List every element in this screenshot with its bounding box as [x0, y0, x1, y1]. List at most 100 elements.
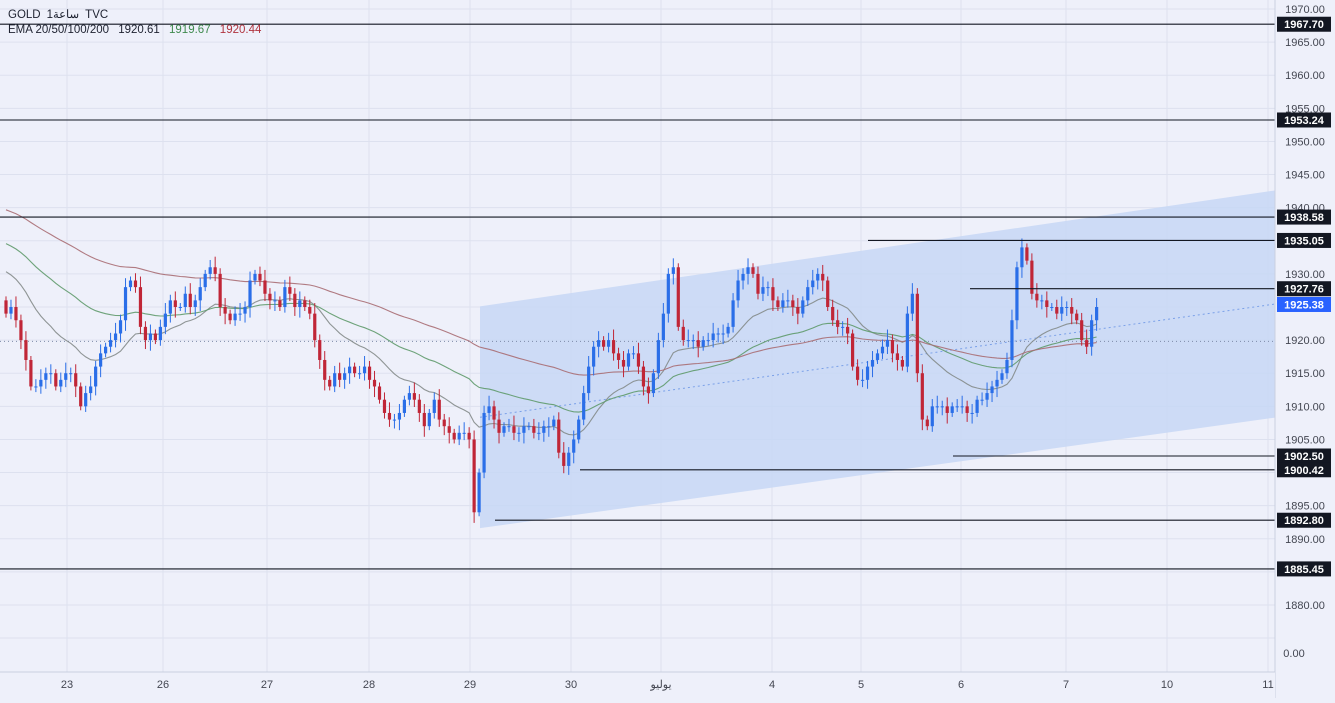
price-tick-label: 1880.00: [1285, 600, 1325, 612]
price-tick-label: 1965.00: [1285, 37, 1325, 49]
candle-body: [846, 326, 850, 334]
price-tick-label: 1915.00: [1285, 368, 1325, 380]
candle-body: [228, 313, 232, 321]
candle: [930, 399, 934, 432]
candle: [975, 395, 979, 417]
candle: [691, 334, 695, 350]
candle: [970, 404, 974, 424]
candle-body: [1090, 320, 1094, 347]
candle: [123, 278, 128, 331]
candle: [636, 342, 641, 374]
candle: [1000, 369, 1004, 384]
candle-body: [447, 426, 451, 433]
candle: [452, 428, 456, 444]
candle-body: [148, 333, 153, 341]
candle-body: [666, 273, 670, 314]
candle: [348, 357, 352, 384]
candle: [163, 303, 167, 335]
candle-body: [492, 406, 496, 420]
candle: [397, 404, 402, 431]
candle: [54, 369, 58, 391]
candle-body: [437, 399, 441, 420]
time-tick-label: 30: [565, 679, 577, 691]
candle: [437, 389, 441, 427]
candle: [522, 417, 526, 444]
candle-body: [108, 340, 113, 347]
candle: [512, 415, 516, 441]
candle: [567, 447, 571, 475]
candle-body: [676, 267, 680, 327]
ema-value-2: 1919.67: [169, 24, 211, 36]
candle: [99, 344, 103, 378]
candle-body: [816, 273, 820, 281]
candle: [895, 344, 900, 371]
candle-body: [54, 373, 58, 387]
candle-body: [323, 359, 327, 380]
level-label-bg: [1277, 16, 1331, 32]
price-tick-label: 0.00: [1283, 648, 1304, 660]
candle: [552, 415, 556, 431]
candle: [4, 296, 8, 318]
level-label-bg: [1277, 112, 1331, 128]
candle-body: [726, 326, 730, 334]
time-tick-label: يوليو: [649, 679, 671, 691]
candle-body: [462, 432, 466, 434]
level-label: 1938.58: [1284, 212, 1324, 224]
candle-body: [19, 320, 23, 341]
candle: [616, 347, 621, 369]
candle-body: [562, 452, 566, 466]
candle-body: [407, 393, 411, 400]
time-tick-label: 26: [157, 679, 169, 691]
candle: [731, 293, 735, 333]
candle: [870, 351, 875, 378]
candle-body: [895, 353, 900, 360]
candle: [24, 331, 28, 371]
candle-body: [243, 307, 247, 314]
candle-body: [577, 419, 581, 440]
candle-body: [925, 419, 929, 427]
candle-body: [487, 406, 491, 413]
candle: [472, 430, 476, 523]
candle-body: [273, 300, 277, 302]
candle-body: [507, 426, 511, 428]
candle-body: [851, 333, 855, 367]
candle-body: [1020, 247, 1024, 268]
candle: [402, 395, 406, 417]
candle-body: [711, 333, 715, 341]
candle: [263, 269, 267, 302]
candle: [562, 442, 566, 474]
candle: [223, 298, 227, 325]
candle: [925, 415, 929, 431]
candle-body: [806, 287, 810, 301]
candle: [323, 351, 327, 391]
candle: [432, 392, 436, 419]
candle: [537, 422, 541, 441]
candle: [507, 418, 511, 432]
candle: [606, 332, 611, 353]
candle-body: [1075, 313, 1079, 321]
chart-legend: GOLD 1ساعة TVC EMA 20/50/100/200 1920.61 1…: [8, 8, 267, 38]
candle: [118, 314, 123, 343]
ema-value-3: 1920.44: [219, 24, 262, 36]
level-label: 1900.42: [1284, 465, 1324, 477]
candle: [666, 268, 670, 323]
candle-body: [716, 333, 720, 335]
level-label-bg: [1277, 561, 1331, 577]
candle-body: [537, 432, 541, 434]
candle-body: [69, 373, 73, 375]
candle-body: [935, 406, 939, 408]
candle: [1075, 309, 1079, 325]
candle-body: [811, 280, 815, 288]
candle-body: [362, 366, 367, 374]
candle: [113, 322, 118, 348]
candle-body: [681, 326, 685, 341]
candle: [547, 417, 551, 437]
candle: [592, 341, 596, 376]
candle: [1025, 243, 1029, 265]
candle: [572, 430, 576, 464]
candle-body: [138, 287, 143, 327]
candle-body: [836, 320, 840, 327]
candle-body: [841, 326, 845, 328]
